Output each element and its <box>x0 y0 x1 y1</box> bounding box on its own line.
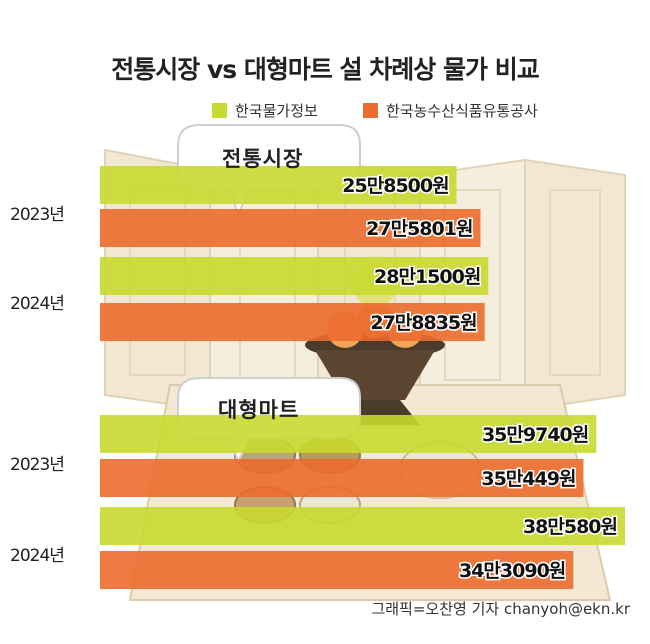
bar-value-label: 34만3090원 <box>459 560 565 582</box>
year-label: 2023년 <box>10 455 65 475</box>
legend-label-at: 한국농수산식품유통공사 <box>386 102 538 120</box>
legend-swatch-at <box>363 103 378 118</box>
bar <box>100 507 625 545</box>
legend-item-hankook: 한국물가정보 <box>212 100 318 121</box>
bar <box>100 209 481 247</box>
bar <box>100 551 574 589</box>
credit: 그래픽=오찬영 기자 chanyoh@ekn.kr <box>371 600 630 618</box>
bar-value-label: 25만8500원 <box>342 175 448 197</box>
year-label: 2024년 <box>10 294 65 314</box>
bar <box>100 459 584 497</box>
bar <box>100 257 489 295</box>
legend-item-at: 한국농수산식품유통공사 <box>363 100 538 121</box>
legend-label-hankook: 한국물가정보 <box>235 102 318 120</box>
group-label-traditional-market: 전통시장 <box>222 147 304 171</box>
bar-value-label: 35만449원 <box>481 468 575 490</box>
chart-title: 전통시장 vs 대형마트 설 차례상 물가 비교 <box>111 55 539 84</box>
legend-swatch-hankook <box>212 103 227 118</box>
bar-value-label: 28만1500원 <box>374 266 480 288</box>
year-label: 2023년 <box>10 205 65 225</box>
year-label: 2024년 <box>10 546 65 566</box>
bar-value-label: 38만580원 <box>523 516 617 538</box>
bar-value-label: 35만9740원 <box>482 424 588 446</box>
bar <box>100 415 597 453</box>
bar <box>100 166 457 204</box>
bar <box>100 303 485 341</box>
bars-layer: 25만8500원 27만5801원 28만1500원 27만8835원 35만9740원… <box>100 166 625 589</box>
bar-value-label: 27만5801원 <box>366 218 472 240</box>
bar-value-label: 27만8835원 <box>370 312 476 334</box>
group-label-hypermarket: 대형마트 <box>218 398 300 422</box>
